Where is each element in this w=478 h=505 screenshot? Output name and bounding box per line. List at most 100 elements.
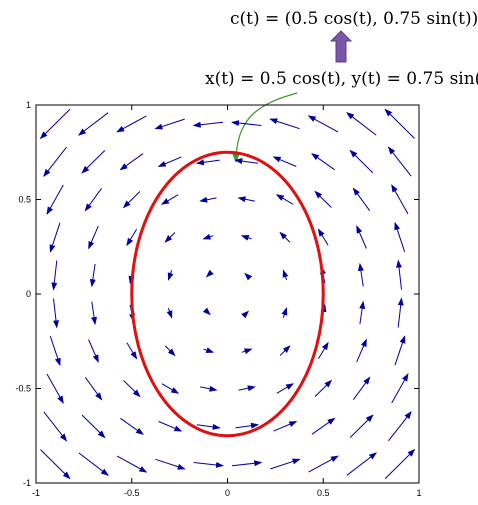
vector-field — [39, 108, 416, 480]
param-curve-label: c(t) = (0.5 cos(t), 0.75 sin(t)) — [230, 9, 478, 29]
x-tick-label: 1 — [416, 488, 421, 498]
field-arrow — [384, 448, 416, 479]
field-arrow — [78, 112, 109, 136]
field-arrow — [394, 221, 406, 252]
field-arrow — [241, 310, 250, 319]
pointer-arrow-icon — [232, 92, 298, 163]
field-arrow — [43, 146, 67, 177]
field-arrow — [166, 307, 173, 319]
tick-marks — [35, 104, 420, 484]
param-ellipse — [130, 150, 325, 438]
field-arrow — [43, 411, 68, 442]
field-arrow — [119, 153, 144, 171]
field-arrow — [359, 300, 366, 325]
field-arrow — [202, 307, 211, 316]
field-arrow — [311, 153, 335, 171]
field-arrow — [78, 452, 109, 476]
field-arrow — [311, 417, 336, 435]
field-arrow — [154, 118, 185, 130]
field-arrow — [49, 336, 61, 367]
field-arrow — [89, 263, 96, 288]
field-arrow — [196, 423, 221, 430]
field-arrow — [346, 112, 377, 136]
field-arrow — [391, 184, 409, 215]
field-arrow — [356, 225, 367, 249]
field-arrow — [203, 347, 215, 353]
field-arrow — [391, 373, 409, 404]
field-arrow — [196, 159, 220, 166]
field-arrow — [164, 345, 176, 357]
field-arrow — [161, 383, 180, 394]
field-arrow — [161, 194, 179, 205]
field-arrow — [84, 377, 103, 401]
y-tick-label: 0 — [26, 289, 31, 299]
x-tick-label: -1 — [32, 488, 40, 498]
field-arrow — [273, 421, 298, 432]
field-arrow — [158, 421, 183, 432]
field-arrow — [167, 270, 174, 281]
field-arrow — [356, 338, 367, 363]
field-arrow — [53, 298, 59, 329]
field-arrow — [202, 233, 214, 240]
field-arrow — [349, 149, 374, 174]
field-arrow — [238, 385, 256, 392]
field-arrow — [244, 272, 253, 281]
field-arrow — [84, 188, 103, 212]
field-arrow — [155, 458, 186, 470]
field-arrow — [272, 156, 297, 167]
field-arrow — [270, 458, 301, 470]
x-tick-label: 0 — [225, 488, 230, 498]
field-arrow — [241, 348, 253, 355]
field-arrow — [116, 455, 148, 473]
field-arrow — [205, 269, 214, 278]
field-arrow — [314, 379, 333, 397]
field-arrow — [235, 422, 259, 429]
components-label: x(t) = 0.5 cos(t), y(t) = 0.75 sin(t) — [205, 69, 478, 89]
field-arrow — [314, 190, 332, 208]
field-arrow — [39, 109, 71, 140]
field-arrow — [120, 417, 144, 435]
x-tick-label: 0.5 — [317, 488, 330, 498]
field-arrow — [387, 146, 412, 177]
field-arrow — [88, 339, 99, 363]
field-arrow — [157, 156, 182, 167]
field-arrow — [279, 345, 291, 356]
field-arrow — [126, 229, 138, 247]
field-arrow — [281, 307, 288, 318]
field-arrow — [231, 460, 263, 467]
field-arrow — [164, 232, 176, 243]
field-arrow — [123, 380, 141, 398]
field-arrow — [193, 461, 224, 468]
field-arrow — [231, 120, 262, 127]
field-arrow — [234, 158, 259, 165]
field-arrow — [307, 115, 339, 133]
field-arrow — [384, 108, 415, 139]
field-arrow — [388, 411, 412, 442]
field-arrow — [199, 196, 217, 203]
field-arrow — [394, 335, 406, 366]
field-arrow — [276, 383, 294, 394]
field-arrow — [81, 414, 106, 439]
field-arrow — [396, 259, 402, 290]
field-arrow — [397, 297, 404, 328]
field-arrow — [349, 414, 374, 438]
up-arrow-icon — [329, 30, 353, 63]
field-arrow — [88, 225, 99, 250]
field-arrow — [51, 260, 58, 291]
field-arrow — [352, 376, 371, 400]
field-arrow — [91, 301, 98, 326]
field-arrow — [116, 115, 147, 133]
field-arrow — [308, 455, 339, 473]
field-arrow — [269, 118, 300, 130]
field-arrow — [46, 184, 64, 215]
field-arrow — [357, 262, 364, 287]
field-arrow — [40, 449, 71, 480]
field-arrow — [192, 121, 224, 128]
field-arrow — [346, 452, 377, 476]
field-arrow — [49, 222, 61, 253]
x-tick-label: -0.5 — [124, 488, 140, 498]
field-arrow — [317, 228, 329, 246]
field-arrow — [46, 373, 64, 404]
field-arrow — [122, 191, 141, 209]
